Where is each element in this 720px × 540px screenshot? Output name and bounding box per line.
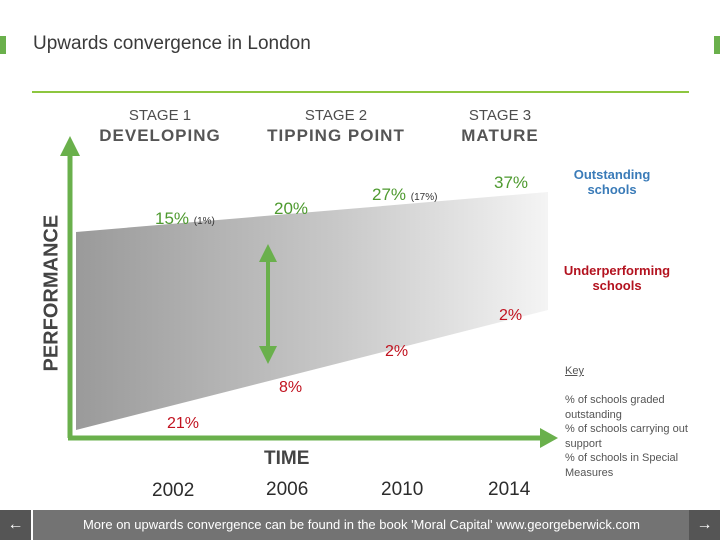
x-axis-arrowhead xyxy=(540,428,558,448)
x-axis-label: TIME xyxy=(264,448,310,469)
y-axis-arrowhead xyxy=(60,136,80,156)
underperforming-schools-label: Underperforming schools xyxy=(563,263,671,293)
stage-2-name: TIPPING POINT xyxy=(267,126,405,145)
support-value-2010: 2% xyxy=(385,343,409,360)
stage-2-label: STAGE 2 xyxy=(304,107,368,124)
footer-banner: More on upwards convergence can be found… xyxy=(33,510,690,540)
key-item-special-measures: % of schools in Special Measures xyxy=(565,452,679,479)
support-value-2002: 21% xyxy=(167,415,200,432)
gap-arrow-down xyxy=(259,346,277,364)
stage-3-label: STAGE 3 xyxy=(468,107,532,124)
outstanding-value-2006: 20% xyxy=(274,199,309,218)
support-value-2006: 8% xyxy=(279,379,303,396)
year-2014: 2014 xyxy=(488,479,531,500)
key-item-support: % of schools carrying out support xyxy=(565,423,688,450)
stage-1-label: STAGE 1 xyxy=(128,107,192,124)
year-2006: 2006 xyxy=(266,479,309,500)
stage-3-name: MATURE xyxy=(461,126,539,145)
gap-arrow-up xyxy=(259,244,277,262)
y-axis-label: PERFORMANCE xyxy=(40,214,63,372)
key-item-outstanding: % of schools graded outstanding xyxy=(565,394,665,421)
next-slide-button[interactable]: → xyxy=(689,510,720,540)
stage-1-name: DEVELOPING xyxy=(99,126,221,145)
outstanding-value-2014: 37% xyxy=(494,173,529,192)
outstanding-value-2010: 27% (17%) xyxy=(372,185,438,204)
left-accent-bar xyxy=(0,36,6,54)
key-list: % of schools graded outstanding % of sch… xyxy=(565,393,705,480)
outstanding-schools-label: Outstanding schools xyxy=(573,167,651,197)
title-divider xyxy=(32,91,689,93)
prev-slide-button[interactable]: ← xyxy=(0,510,31,540)
support-value-2014: 2% xyxy=(499,307,523,324)
outstanding-value-2002: 15% (1%) xyxy=(155,209,215,228)
year-2002: 2002 xyxy=(152,480,195,501)
year-2010: 2010 xyxy=(381,479,424,500)
key-title: Key xyxy=(565,365,584,377)
page-title: Upwards convergence in London xyxy=(33,33,311,54)
convergence-wedge xyxy=(76,192,548,430)
right-accent-bar xyxy=(714,36,720,54)
